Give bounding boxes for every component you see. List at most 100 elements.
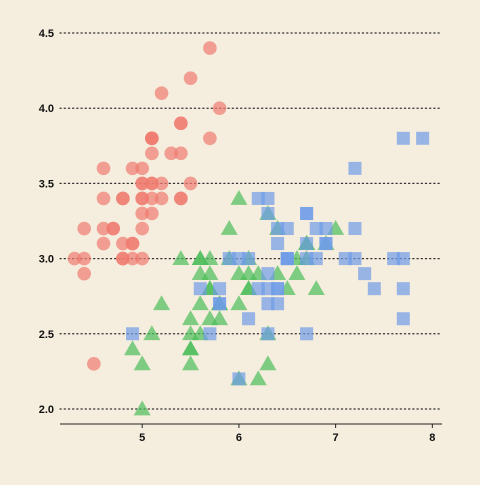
data-point-triangle bbox=[182, 340, 200, 356]
data-point-triangle bbox=[211, 310, 229, 326]
data-point-triangle bbox=[172, 250, 190, 265]
data-point-circle bbox=[67, 251, 82, 266]
series-square bbox=[126, 131, 430, 386]
data-point-triangle bbox=[230, 295, 248, 311]
data-point-square bbox=[348, 252, 362, 266]
y-tick-label: 3.0 bbox=[39, 254, 54, 266]
data-point-triangle bbox=[133, 400, 151, 416]
data-point-triangle bbox=[143, 325, 161, 341]
data-point-square bbox=[261, 282, 275, 296]
data-point-square bbox=[222, 252, 236, 266]
data-point-square bbox=[396, 131, 410, 145]
data-point-circle bbox=[96, 236, 111, 251]
data-point-circle bbox=[154, 176, 169, 191]
data-point-square bbox=[261, 206, 275, 220]
data-point-circle bbox=[183, 176, 198, 191]
data-point-circle bbox=[183, 71, 198, 85]
data-point-square bbox=[242, 312, 256, 326]
data-point-square bbox=[203, 327, 217, 341]
data-point-square bbox=[300, 252, 314, 266]
data-point-square bbox=[126, 327, 140, 341]
x-tick-label: 5 bbox=[139, 432, 145, 444]
data-point-circle bbox=[135, 161, 150, 176]
data-point-triangle bbox=[201, 250, 219, 265]
data-point-square bbox=[251, 191, 265, 205]
data-point-circle bbox=[174, 191, 188, 206]
y-tick-label: 2.5 bbox=[39, 329, 54, 341]
data-point-triangle bbox=[230, 189, 248, 205]
data-point-circle bbox=[96, 191, 111, 206]
data-point-triangle bbox=[220, 220, 238, 235]
data-point-circle bbox=[135, 191, 150, 206]
data-point-circle bbox=[154, 191, 169, 206]
data-point-square bbox=[309, 222, 323, 236]
data-point-circle bbox=[125, 161, 140, 176]
data-point-square bbox=[367, 282, 381, 296]
data-point-triangle bbox=[201, 265, 219, 281]
data-point-square bbox=[319, 237, 333, 251]
data-point-square bbox=[213, 297, 227, 311]
y-tick-label: 2.0 bbox=[39, 404, 54, 416]
data-point-square bbox=[261, 327, 275, 341]
data-point-circle bbox=[135, 221, 150, 236]
axes: 2.0 2.5 3.0 3.5 4.0 4.5 5 6 7 8 bbox=[39, 28, 442, 444]
data-point-circle bbox=[135, 206, 150, 221]
data-point-triangle bbox=[182, 355, 200, 371]
data-point-circle bbox=[96, 161, 111, 176]
y-tick-label: 4.0 bbox=[39, 103, 54, 115]
data-point-triangle bbox=[288, 265, 306, 281]
y-tick-label: 3.5 bbox=[39, 178, 54, 190]
data-point-circle bbox=[87, 357, 101, 371]
data-point-square bbox=[193, 282, 207, 296]
data-point-circle bbox=[96, 221, 111, 236]
data-point-circle bbox=[212, 101, 227, 116]
data-point-square bbox=[271, 237, 285, 251]
data-point-square bbox=[358, 267, 372, 281]
data-point-circle bbox=[116, 251, 130, 266]
data-point-triangle bbox=[259, 355, 277, 371]
data-point-square bbox=[232, 372, 246, 386]
x-tick-label: 8 bbox=[429, 432, 435, 444]
data-point-triangle bbox=[191, 295, 209, 311]
data-point-circle bbox=[135, 251, 150, 266]
x-tick-label: 7 bbox=[333, 432, 339, 444]
data-point-circle bbox=[164, 146, 179, 161]
data-point-square bbox=[300, 206, 314, 220]
data-point-triangle bbox=[182, 325, 200, 341]
data-point-square bbox=[271, 222, 285, 236]
data-point-circle bbox=[174, 146, 188, 161]
data-point-circle bbox=[203, 131, 217, 146]
data-point-square bbox=[396, 312, 410, 326]
y-tick-label: 4.5 bbox=[39, 28, 54, 40]
data-point-triangle bbox=[153, 295, 171, 311]
data-point-circle bbox=[116, 236, 130, 251]
data-point-square bbox=[213, 282, 227, 296]
data-point-circle bbox=[106, 221, 120, 236]
data-point-circle bbox=[77, 251, 91, 266]
data-point-circle bbox=[125, 251, 140, 266]
data-point-square bbox=[348, 222, 362, 236]
data-point-circle bbox=[145, 131, 159, 146]
data-point-triangle bbox=[133, 355, 151, 371]
data-point-triangle bbox=[230, 265, 248, 281]
data-point-square bbox=[280, 252, 294, 266]
data-point-square bbox=[300, 237, 314, 251]
data-point-circle bbox=[145, 146, 159, 161]
data-point-triangle bbox=[307, 280, 325, 296]
data-point-circle bbox=[145, 191, 159, 206]
data-points bbox=[67, 41, 430, 416]
data-point-circle bbox=[135, 176, 150, 191]
data-point-circle bbox=[203, 41, 217, 55]
data-point-circle bbox=[154, 86, 169, 100]
data-point-square bbox=[348, 161, 362, 175]
data-point-square bbox=[300, 327, 314, 341]
data-point-square bbox=[261, 297, 275, 311]
series-circle bbox=[67, 41, 227, 371]
data-point-circle bbox=[77, 266, 91, 281]
data-point-circle bbox=[145, 206, 159, 221]
data-point-triangle bbox=[249, 370, 267, 386]
data-point-triangle bbox=[124, 340, 142, 356]
grid-lines bbox=[59, 32, 443, 410]
data-point-square bbox=[261, 267, 275, 281]
